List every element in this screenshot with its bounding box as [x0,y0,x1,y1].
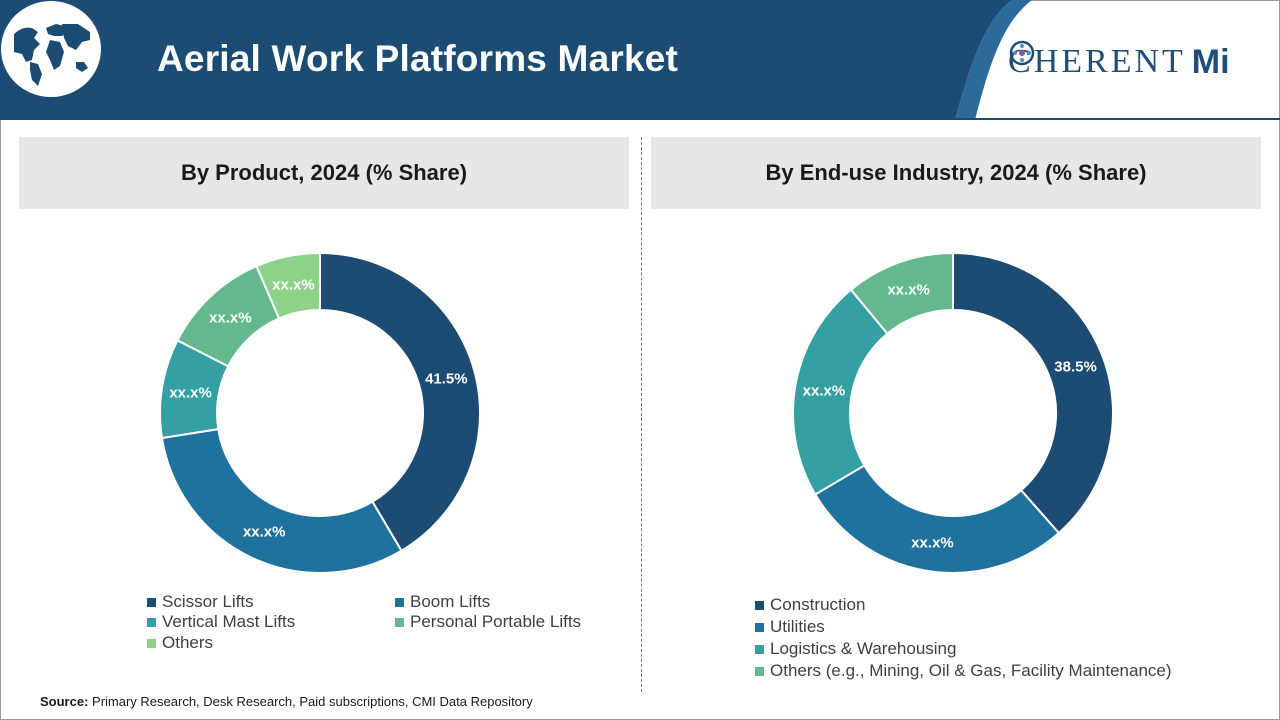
source-label: Source: [40,694,89,709]
product-chart-title: By Product, 2024 (% Share) [19,137,629,209]
legend-swatch [147,638,156,648]
globe-icon [1,1,101,97]
slice-label-0-1: xx.x% [243,524,286,541]
logo-o-mark-icon [1009,40,1035,66]
slice-label-1-1: xx.x% [911,534,954,551]
header-background [0,0,1280,120]
legend-label: Logistics & Warehousing [770,639,957,658]
donut-slice-0-1 [160,427,403,573]
legend-swatch [755,600,764,610]
legend-item-1-3: Others (e.g., Mining, Oil & Gas, Facilit… [755,661,1172,681]
legend-label: Others [162,633,214,652]
page-title: Aerial Work Platforms Market [157,38,679,79]
donut-slice-1-0 [952,253,1113,535]
source-text: Primary Research, Desk Research, Paid su… [92,694,533,709]
donut-slice-1-1 [813,464,1061,573]
legend-label: Boom Lifts [410,592,491,611]
legend-swatch [755,622,764,632]
legend-item-0-2: Vertical Mast Lifts [147,612,295,632]
legend-label: Vertical Mast Lifts [162,612,296,631]
legend-item-0-0: Scissor Lifts [147,592,254,612]
logo-text-mi: Mi [1191,42,1230,81]
legend-label: Utilities [770,617,825,636]
slice-label-0-2: xx.x% [169,385,212,402]
legend-swatch [755,644,764,654]
legend-swatch [147,617,156,627]
legend-swatch [395,617,404,627]
legend-item-1-1: Utilities [755,617,825,637]
slice-label-1-2: xx.x% [803,382,846,399]
legend-swatch [755,666,764,676]
slice-label-1-0: 38.5% [1054,359,1097,376]
donut-slice-0-0 [319,253,480,553]
legend-item-0-3: Personal Portable Lifts [395,612,581,632]
slice-label-0-0: 41.5% [425,370,468,387]
legend-swatch [395,597,404,607]
industry-donut-chart: 38.5% xx.x% xx.x% xx.x% [793,253,1113,573]
coherentmi-logo: C HERENT Mi [1008,40,1230,84]
source-note: Source: Primary Research, Desk Research,… [40,694,533,709]
donut-slice-1-3 [849,253,954,336]
donut-slice-0-4 [255,253,321,320]
legend-label: Personal Portable Lifts [410,612,582,631]
legend-item-1-2: Logistics & Warehousing [755,639,956,659]
legend-swatch [147,597,156,607]
industry-chart-title: By End-use Industry, 2024 (% Share) [651,137,1261,209]
product-donut-chart: 41.5% xx.x% xx.x% xx.x% xx.x% [160,253,480,573]
legend-item-0-1: Boom Lifts [395,592,490,612]
legend-item-1-0: Construction [755,595,865,615]
legend-label: Construction [770,595,866,614]
logo-text-herent: HERENT [1033,43,1186,80]
legend-item-0-4: Others [147,633,213,653]
slice-label-1-3: xx.x% [887,282,930,299]
panel-divider [641,137,642,692]
legend-label: Scissor Lifts [162,592,254,611]
header-banner: Aerial Work Platforms Market C HERENT Mi [0,0,1280,120]
legend-label: Others (e.g., Mining, Oil & Gas, Facilit… [770,661,1172,680]
slice-label-0-3: xx.x% [209,310,252,327]
slice-label-0-4: xx.x% [272,277,315,294]
